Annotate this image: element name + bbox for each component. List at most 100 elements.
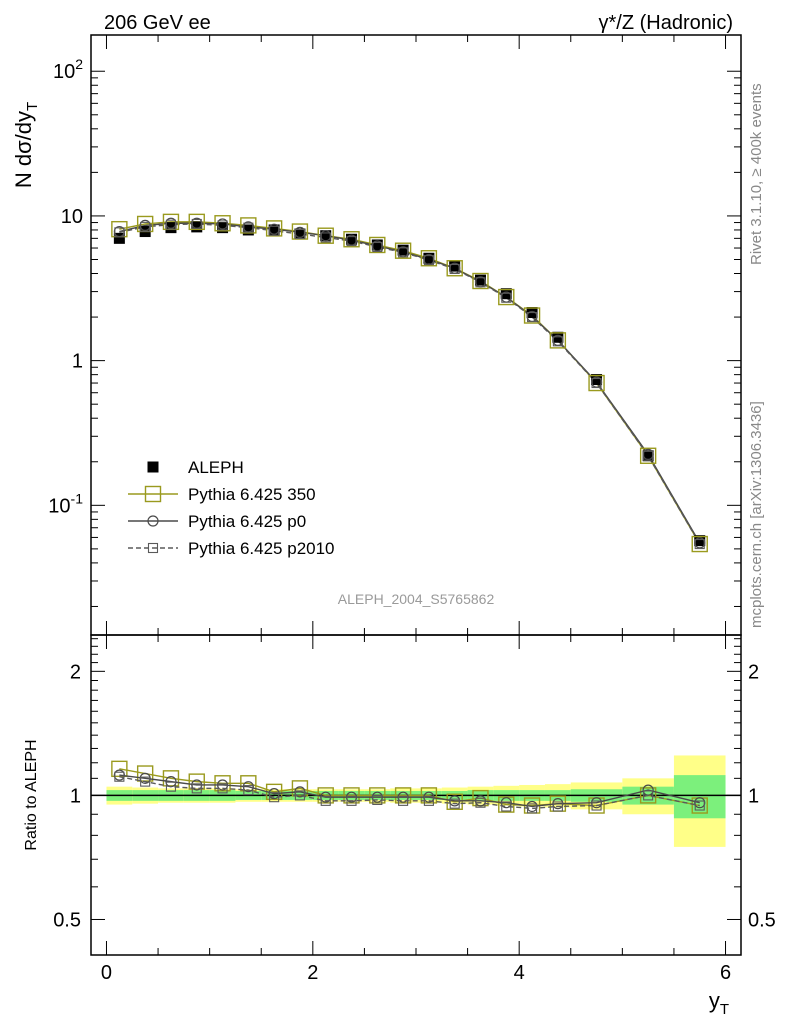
main-point-pythia-6-425-p2010 [294,228,305,240]
ratio-y-tick-label: 1 [70,785,81,807]
ratio-point-pythia-6-425-p2010 [372,794,383,805]
main-point-pythia-6-425-p2010 [191,218,202,230]
ratio-band-inner [673,775,726,819]
main-y-tick-label: 1 [72,351,83,373]
ratio-xlabel: yT [709,988,729,1018]
ratio-point-pythia-6-425-p2010 [269,792,280,803]
ratio-point-pythia-6-425-p2010 [114,771,125,782]
main-point-pythia-6-425-p2010 [114,227,125,238]
ratio-y-tick-label-right: 2 [748,661,759,683]
ratio-point-pythia-6-425-p2010 [346,795,357,806]
axes: 0 2 4 6 10-1 1 10 102 0.5 0.5 1 1 2 2 [48,34,776,984]
main-point-pythia-6-425-350 [472,272,489,290]
main-point-pythia-6-425-p2010 [643,450,654,461]
main-point-pythia-6-425-p2010 [449,263,460,275]
ratio-point-pythia-6-425-350 [446,793,463,810]
ratio-point-pythia-6-425-p2010 [294,790,305,801]
main-point-pythia-6-425-p2010 [140,221,151,232]
main-point-pythia-6-425-350 [240,217,257,234]
ratio-point-pythia-6-425-350 [639,787,657,804]
right-title: γ*/Z (Hadronic) [599,12,733,34]
main-point-aleph [191,221,203,233]
ratio-point-pythia-6-425-p2010 [527,803,538,814]
ratio-point-pythia-6-425-p2010 [643,790,654,801]
main-point-aleph [397,244,409,256]
main-y-tick-label: 10-1 [48,490,83,517]
main-ylabel: N dσ/dyT [11,102,41,188]
legend-label-pythia-6-425-350: Pythia 6.425 350 [188,485,316,504]
main-point-aleph [320,230,332,242]
ratio-point-pythia-6-425-350 [188,773,205,790]
main-point-aleph [217,222,229,234]
main-point-aleph [474,274,486,286]
main-point-pythia-6-425-p2010 [320,232,331,243]
main-point-aleph [423,252,435,264]
main-point-pythia-6-425-350 [588,374,605,392]
ratio-point-pythia-6-425-p2010 [552,801,563,812]
ratio-point-pythia-6-425-350 [291,780,309,797]
main-point-pythia-6-425-p2010 [591,377,602,389]
main-point-pythia-6-425-p2010 [552,336,563,347]
main-point-aleph [346,233,358,245]
ratio-y-tick-label-right: 0.5 [748,909,776,931]
ratio-point-pythia-6-425-p2010 [591,800,602,811]
main-point-aleph [591,374,603,386]
ratio-point-pythia-6-425-p2010 [243,785,254,796]
main-point-pythia-6-425-350 [523,307,541,324]
ratio-y-tick-label-right: 1 [748,785,759,807]
legend-label-pythia-6-425-p0: Pythia 6.425 p0 [188,512,306,531]
main-point-pythia-6-425-p2010 [165,219,177,230]
main-point-pythia-6-425-p2010 [346,236,357,247]
main-point-pythia-6-425-350 [639,447,657,464]
ratio-point-pythia-6-425-p2010 [217,783,228,794]
main-point-pythia-6-425-p2010 [501,292,512,303]
legend-marker-pythia-6-425-p0 [147,515,159,527]
ratio-point-pythia-6-425-p0 [642,784,654,796]
ratio-point-pythia-6-425-350 [420,787,438,804]
ratio-point-pythia-6-425-p2010 [423,795,434,806]
ratio-point-pythia-6-425-p2010 [140,776,151,787]
x-tick-label: 6 [720,962,731,984]
main-point-pythia-6-425-350 [498,288,515,306]
main-point-pythia-6-425-350 [369,236,386,254]
ratio-point-pythia-6-425-350 [162,770,180,787]
analysis-id: ALEPH_2004_S5765862 [338,591,495,607]
x-tick-label: 2 [307,962,318,984]
legend-marker-aleph [147,461,159,473]
main-point-pythia-6-425-350 [420,250,438,267]
ratio-point-pythia-6-425-p2010 [694,800,705,811]
ratio-point-pythia-6-425-350 [369,787,386,804]
main-point-aleph [371,239,383,251]
main-point-pythia-6-425-p2010 [269,225,280,236]
main-point-pythia-6-425-p2010 [694,538,705,550]
main-point-aleph [694,535,706,547]
ratio-point-pythia-6-425-p2010 [320,795,331,806]
main-point-pythia-6-425-350 [188,213,205,231]
legend-marker-pythia-6-425-350 [144,485,162,503]
mcplots-label: mcplots.cern.ch [arXiv:1306.3436] [748,401,765,628]
main-y-tick-label: 10 [61,206,83,228]
main-y-tick-label: 102 [53,56,83,83]
main-point-aleph [449,260,461,272]
ratio-point-pythia-6-425-p2010 [165,781,177,792]
main-point-pythia-6-425-350 [317,227,334,244]
main-point-aleph [242,224,254,236]
ratio-ylabel: Ratio to ALEPH [23,739,40,850]
ratio-point-pythia-6-425-p2010 [191,783,202,794]
ratio-point-pythia-6-425-350 [111,760,128,778]
main-point-aleph [642,450,654,462]
main-panel-marks [111,213,708,553]
main-point-pythia-6-425-p2010 [217,220,228,231]
main-point-pythia-6-425-p2010 [423,255,434,266]
ratio-point-pythia-6-425-350 [343,787,360,804]
ratio-point-pythia-6-425-350 [498,796,515,813]
left-title: 206 GeV ee [104,12,211,34]
ratio-point-pythia-6-425-p2010 [501,801,512,812]
main-point-pythia-6-425-p2010 [475,277,486,288]
main-point-aleph [294,228,306,240]
main-point-aleph [165,222,177,234]
main-point-pythia-6-425-350 [214,215,231,232]
main-point-pythia-6-425-p2010 [398,247,409,258]
main-point-pythia-6-425-350 [549,332,567,349]
